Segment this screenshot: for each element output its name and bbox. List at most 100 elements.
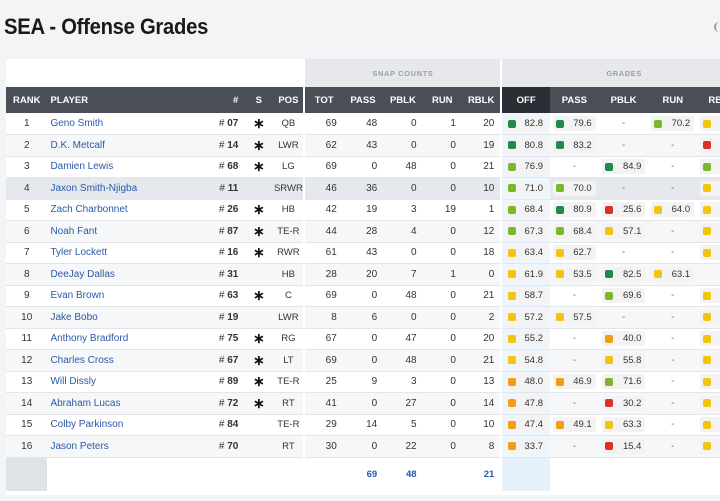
player-link[interactable]: Tyler Lockett [47,242,183,264]
jersey-number: # 31 [182,263,245,286]
table-row[interactable]: 11 Anthony Bradford # 75 ∗ RG 67 0 47 0 20 55.2-40… [6,328,720,350]
jersey-number: # 63 [182,285,245,307]
player-link[interactable]: Abraham Lucas [47,392,183,415]
jersey-value: 19 [227,311,239,323]
grade-rblk-cell: 60.8 [697,285,720,307]
grade-rblk-cell: - [697,263,720,286]
grade-rblk-cell: 52.7 [697,414,720,436]
col-grade-off[interactable]: OFF [500,87,551,113]
col-number[interactable]: # [182,87,245,113]
snap-pass-cell: 36 [342,177,384,200]
grade-off-cell: 82.8 [500,113,551,135]
grade-chip: 61.4 [700,245,720,261]
snap-tot-cell: 42 [303,199,343,221]
grade-rblk-cell: 60.0 [697,113,720,135]
grade-chip: 57.5 [700,395,720,411]
grade-value: 30.2 [622,397,642,409]
grade-color-icon [508,205,517,214]
page-title: SEA - Offense Grades [4,14,209,39]
table-row[interactable]: 6 Noah Fant # 87 ∗ TE-R 44 28 4 0 12 67.3 68.4 57.1-… [6,220,720,243]
player-link[interactable]: Geno Smith [47,113,183,135]
grade-empty: - [671,161,675,173]
rank-cell: 13 [6,371,48,393]
grade-chip: 82.8 [505,116,548,131]
player-link[interactable]: Damien Lewis [47,156,183,178]
grade-run-cell: - [648,242,698,264]
starter-asterisk-icon: ∗ [252,222,265,239]
grade-value: 84.9 [622,161,642,173]
snap-pblk-cell: 48 [383,349,423,372]
jersey-number: # 68 [182,156,245,178]
grade-value: 48.0 [524,376,544,388]
table-row[interactable]: 12 Charles Cross # 67 ∗ LT 69 0 48 0 21 54.8-55.8-… [6,349,720,372]
player-link[interactable]: Jason Peters [47,435,183,458]
hash-symbol: # [219,182,225,194]
snap-pblk-cell: 48 [383,156,423,178]
player-link[interactable]: Colby Parkinson [47,414,183,436]
player-link[interactable]: Jaxon Smith-Njigba [47,177,183,200]
grade-pass-cell: - [550,328,599,350]
grade-chip: 76.9 [505,159,548,175]
col-pass[interactable]: PASS [342,87,384,113]
table-row[interactable]: 15 Colby Parkinson # 84 TE-R 29 14 5 0 10 47.4 49.… [6,414,720,436]
player-link[interactable]: Charles Cross [47,349,183,372]
table-row[interactable]: 7 Tyler Lockett # 16 ∗ RWR 61 43 0 0 18 63.4 62.7- -… [6,242,720,264]
snap-pblk-cell: 3 [383,199,423,221]
player-link[interactable]: Will Dissly [47,371,183,393]
col-grade-rblk[interactable]: RBLK [697,87,720,113]
player-link[interactable]: DeeJay Dallas [47,263,183,286]
table-row[interactable]: 14 Abraham Lucas # 72 ∗ RT 41 0 27 0 14 47.8-30.2-… [6,392,720,415]
col-pos[interactable]: POS [273,87,305,113]
starter-asterisk-icon: ∗ [252,201,265,218]
player-link[interactable]: Anthony Bradford [47,328,183,350]
hash-symbol: # [218,139,225,151]
position-cell: TE-R [273,220,305,243]
snap-rblk-cell: 2 [461,306,502,329]
rank-cell: 3 [6,156,48,178]
player-link[interactable]: Evan Brown [47,285,183,307]
table-row[interactable]: 5 Zach Charbonnet # 26 ∗ HB 42 19 3 19 1 68.4 80.9 2… [6,199,720,221]
position-cell: RT [273,435,305,458]
rank-cell: 12 [6,349,48,372]
grade-chip: 55.2 [505,331,548,347]
player-link[interactable]: Jake Bobo [47,306,183,329]
grade-value: 63.4 [524,247,544,259]
col-rblk[interactable]: RBLK [461,87,502,113]
snap-rblk-cell: 14 [461,392,502,415]
col-grade-run[interactable]: RUN [648,87,698,113]
jersey-value: 84 [227,419,239,431]
col-starter[interactable]: S [244,87,274,113]
snap-rblk-cell: 8 [461,435,502,458]
position-cell: HB [273,199,305,221]
col-grade-pass[interactable]: PASS [550,87,599,113]
jersey-value: 63 [227,290,239,302]
table-row[interactable]: 4 Jaxon Smith-Njigba # 11 SRWR 46 36 0 0 10 71.0 7… [6,177,720,200]
rank-cell: 6 [6,220,48,243]
player-link[interactable]: Zach Charbonnet [47,199,183,221]
player-link[interactable]: Noah Fant [47,220,183,243]
grade-value: 57.1 [622,225,642,237]
col-grade-pblk[interactable]: PBLK [598,87,649,113]
table-row[interactable]: 2D.K. Metcalf# 14∗LWR6243001980.883.2--3… [6,134,720,157]
starter-cell: ∗ [244,134,274,157]
grade-color-icon [654,119,663,128]
col-player[interactable]: PLAYER [47,87,183,113]
position-cell: TE-R [273,414,305,436]
grade-chip: 60.8 [700,288,720,304]
col-rank[interactable]: RANK [6,87,48,113]
col-pblk[interactable]: PBLK [383,87,423,113]
grade-empty: - [621,311,626,323]
col-tot[interactable]: TOT [303,87,343,113]
table-row[interactable]: 8 DeeJay Dallas # 31 HB 28 20 7 1 0 61.9 53.5 82.5 6… [6,263,720,286]
col-run[interactable]: RUN [422,87,462,113]
table-row[interactable]: 13 Will Dissly # 89 ∗ TE-R 25 9 3 0 13 48.0 46.9 71.… [6,371,720,393]
grade-chip: 71.6 [601,374,646,390]
starter-cell: ∗ [244,220,274,243]
player-link[interactable]: D.K. Metcalf [47,134,183,157]
grade-value: 25.6 [622,204,642,216]
